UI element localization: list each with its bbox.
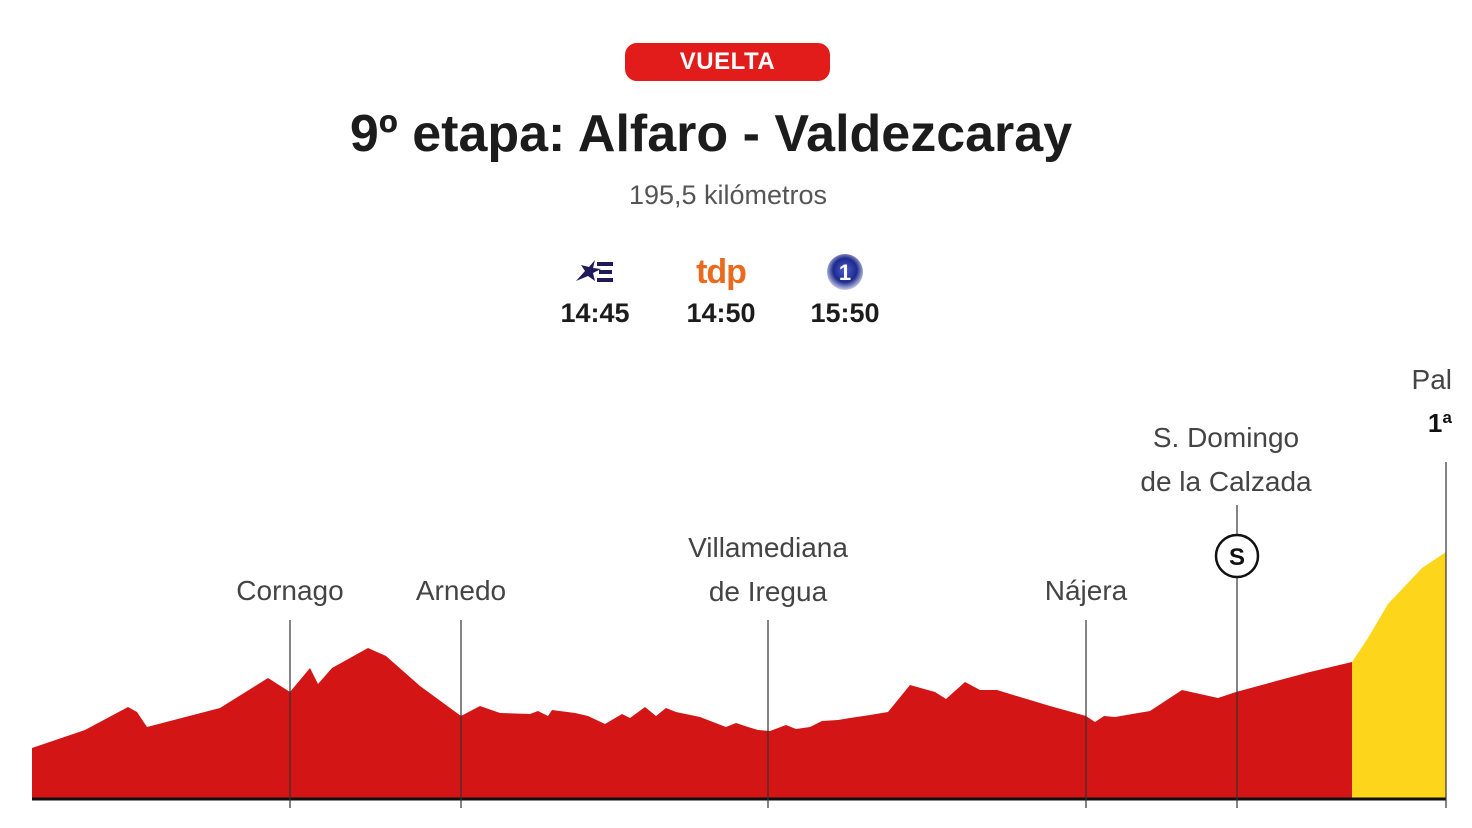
profile-final-climb-area: [1352, 552, 1446, 800]
profile-red-area: [32, 648, 1352, 800]
broadcast-time: 14:50: [686, 298, 756, 328]
stage-title: 9º etapa: Alfaro - Valdezcaray: [349, 105, 1073, 163]
race-badge: VUELTA: [625, 43, 830, 81]
sprint-marker-letter: S: [1229, 544, 1245, 571]
tdp-logo-text: tdp: [696, 253, 747, 291]
broadcaster-la1: 1 15:50: [790, 252, 900, 329]
sprint-marker-icon: S: [1214, 533, 1260, 579]
place-label-arnedo: Arnedo: [416, 575, 506, 606]
place-label-pal: Pal: [1412, 364, 1452, 395]
broadcast-time: 14:45: [560, 298, 630, 328]
climb-category-label: 1ª: [1428, 408, 1452, 438]
place-label-santo-domingo-line1: S. Domingo: [1153, 422, 1299, 453]
broadcast-time: 15:50: [810, 298, 880, 328]
stage-distance: 195,5 kilómetros: [628, 180, 828, 210]
eurosport-icon: [540, 252, 650, 292]
place-label-villamediana-line1: Villamediana: [688, 532, 848, 563]
broadcaster-tdp: tdp 14:50: [666, 252, 776, 329]
la1-logo-text: 1: [839, 260, 851, 285]
broadcaster-eurosport: 14:45: [540, 252, 650, 329]
place-label-najera: Nájera: [1045, 575, 1128, 606]
place-label-santo-domingo-line2: de la Calzada: [1140, 466, 1312, 497]
tdp-icon: tdp: [666, 252, 776, 292]
la1-icon: 1: [790, 252, 900, 292]
place-label-cornago: Cornago: [236, 575, 343, 606]
place-label-villamediana-line2: de Iregua: [709, 576, 828, 607]
